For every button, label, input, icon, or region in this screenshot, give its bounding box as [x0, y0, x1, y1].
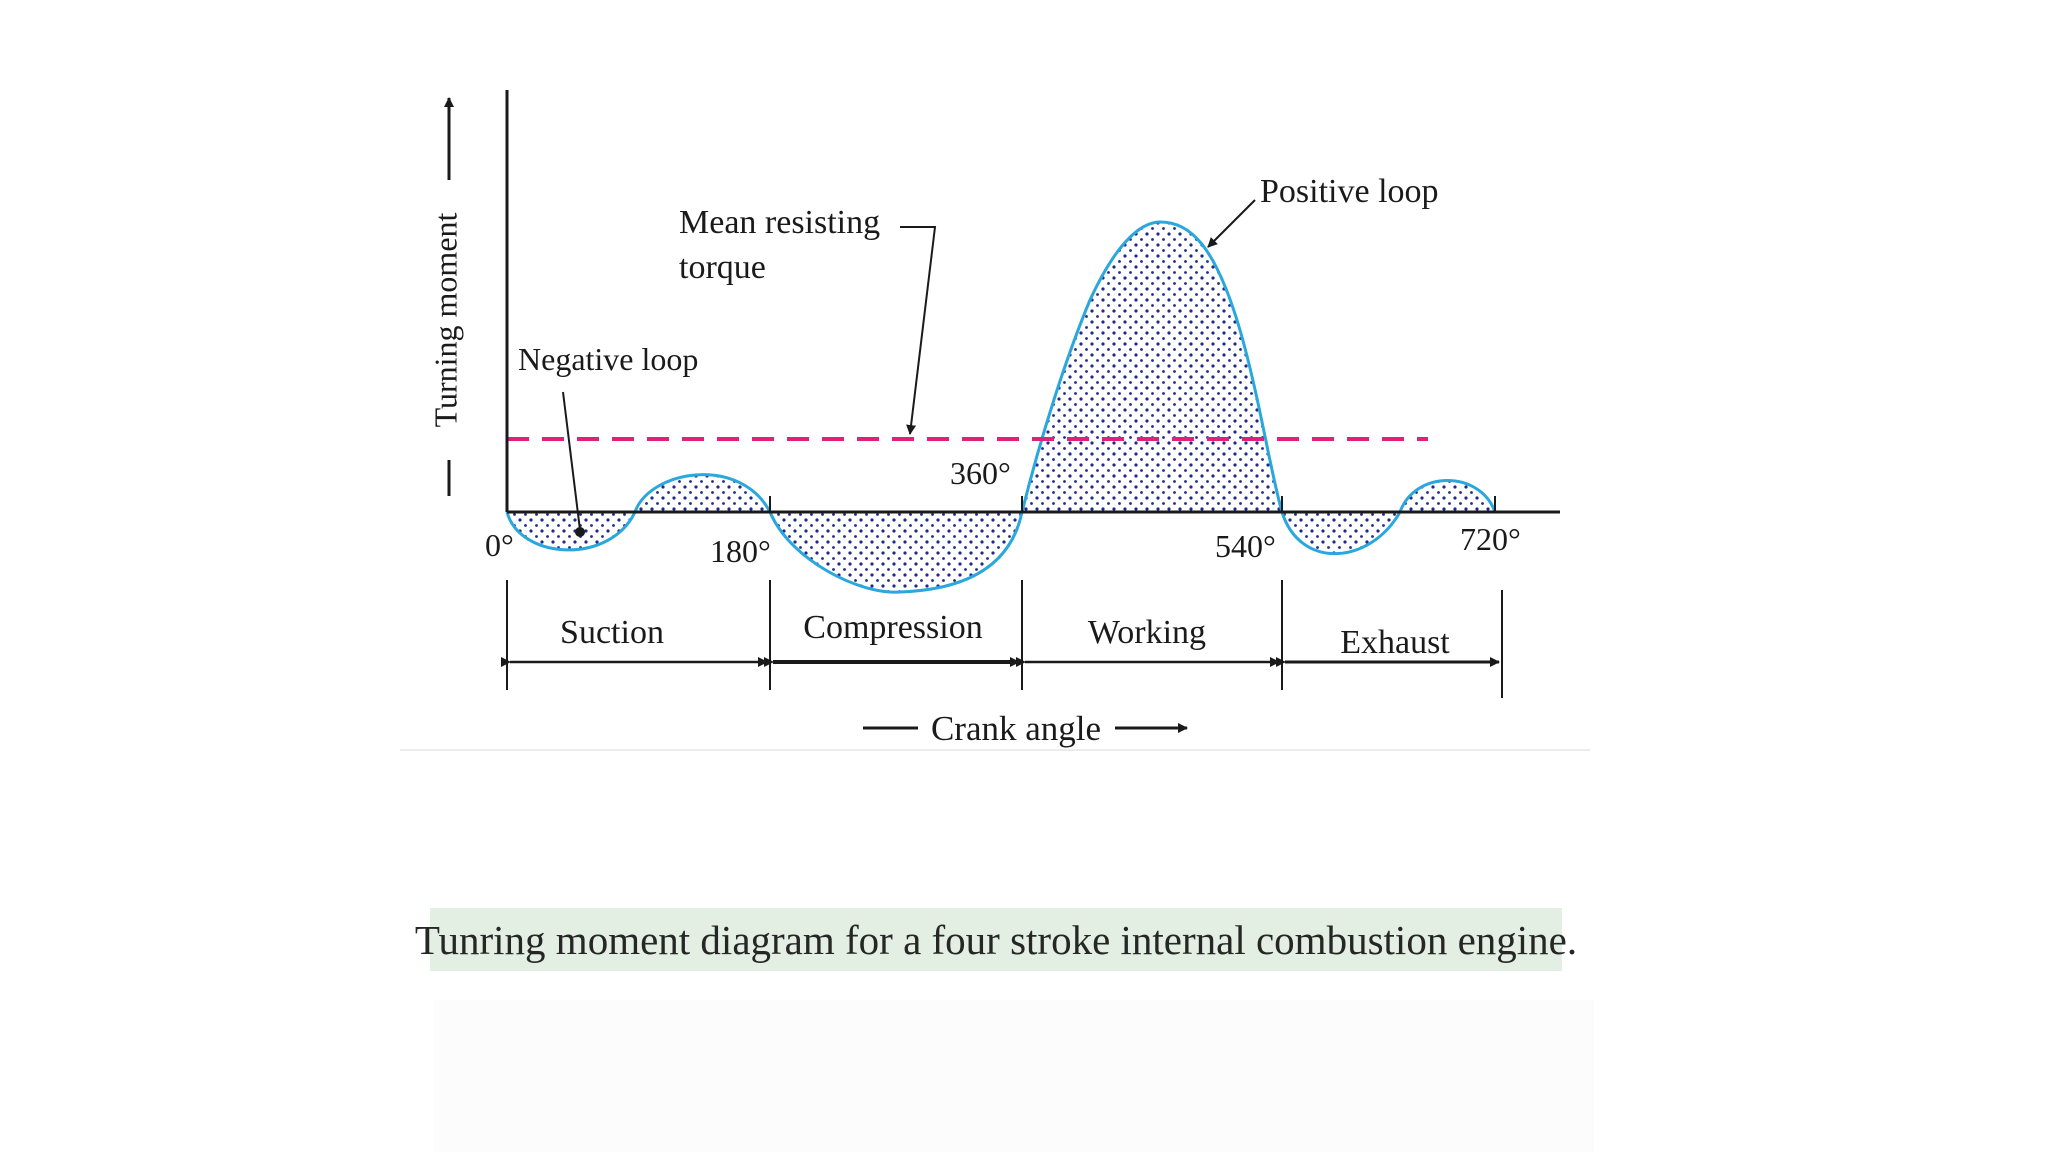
section-separator — [400, 749, 1590, 751]
suction-positive-loop — [635, 474, 770, 512]
negative-loop-pointer — [562, 391, 581, 531]
angle-label-360: 360° — [950, 455, 1011, 491]
exhaust-negative-loop — [1282, 512, 1400, 554]
angle-label-0: 0° — [485, 527, 514, 563]
y-label-mask — [432, 180, 466, 460]
angle-label-720: 720° — [1460, 521, 1521, 557]
stroke-label-suction: Suction — [560, 614, 664, 651]
negative-loop-label: Negative loop — [518, 341, 698, 377]
stroke-label-compression: Compression — [803, 609, 982, 646]
mean-torque-label-line2: torque — [679, 249, 766, 286]
loop-fills — [507, 222, 1495, 593]
lower-panel — [434, 1000, 1594, 1152]
suction-negative-loop — [507, 512, 635, 550]
exhaust-positive-loop — [1400, 480, 1495, 512]
x-axis-label: Crank angle — [931, 709, 1101, 748]
negative-loop-dot — [575, 527, 585, 537]
compression-negative-loop — [770, 512, 1022, 593]
positive-loop-label: Positive loop — [1260, 173, 1439, 210]
y-axis-label: Turning moment — [427, 212, 463, 427]
figure-caption: Tunring moment diagram for a four stroke… — [414, 916, 1578, 963]
turning-moment-curve — [505, 220, 1497, 594]
stroke-label-working: Working — [1088, 614, 1206, 651]
working-positive-loop — [1022, 222, 1282, 512]
positive-loop-pointer — [1207, 199, 1256, 248]
stroke-label-exhaust: Exhaust — [1340, 624, 1450, 661]
mean-torque-label-line1: Mean resisting — [679, 204, 880, 241]
angle-label-540: 540° — [1215, 528, 1276, 564]
angle-label-180: 180° — [710, 533, 771, 569]
mean-torque-pointer — [900, 226, 937, 435]
caption-box: Tunring moment diagram for a four stroke… — [415, 908, 1577, 971]
